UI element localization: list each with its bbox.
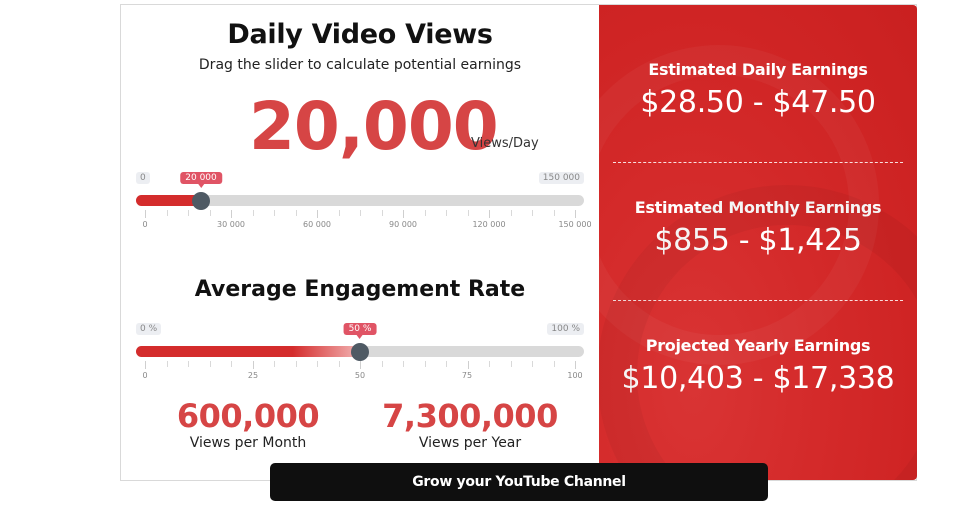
engagement-title: Average Engagement Rate: [194, 277, 526, 302]
tick-mark: [188, 361, 189, 367]
yearly-views-label: Views per Year: [418, 435, 522, 451]
daily-views-value: 20,000: [249, 88, 499, 165]
tick-mark: [381, 210, 383, 216]
daily-views-unit: Views/Day: [471, 136, 539, 151]
tick-mark: [575, 361, 576, 369]
yearly-earnings-value: $10,403 - $17,338: [621, 361, 895, 396]
tick-mark: [532, 361, 533, 367]
tick-mark: [231, 361, 232, 367]
tick-mark: [145, 361, 146, 369]
tick-mark: [381, 361, 383, 367]
yearly-earnings-label: Projected Yearly Earnings: [645, 336, 871, 355]
tick-mark: [467, 210, 469, 216]
slider-value-tooltip: 20 000: [180, 172, 222, 188]
tick-label: 25: [247, 371, 259, 380]
monthly-earnings-label: Estimated Monthly Earnings: [634, 198, 882, 217]
tick-mark: [510, 210, 512, 216]
slider-min-label: 0: [136, 172, 150, 184]
tick-mark: [553, 210, 555, 216]
tick-mark: [575, 210, 576, 218]
daily-earnings-label: Estimated Daily Earnings: [648, 60, 868, 79]
tick-mark: [338, 210, 340, 216]
tick-mark: [166, 361, 168, 367]
tick-mark: [446, 361, 447, 367]
slider-tick-labels: 0 25 50 75 100: [136, 371, 584, 383]
yearly-earnings: Projected Yearly Earnings $10,403 - $17,…: [599, 336, 917, 396]
tick-label: 0: [142, 220, 148, 229]
tick-mark: [166, 210, 168, 216]
tick-label: 60 000: [303, 220, 331, 229]
slider-max-label: 100 %: [547, 323, 584, 335]
tick-mark: [446, 210, 447, 216]
divider: [613, 300, 903, 301]
tick-label: 100: [567, 371, 583, 380]
divider: [613, 162, 903, 163]
monthly-earnings: Estimated Monthly Earnings $855 - $1,425: [599, 198, 917, 258]
monthly-views-value: 600,000: [176, 397, 320, 435]
tick-label: 50: [354, 371, 366, 380]
monthly-views-label: Views per Month: [189, 435, 307, 451]
tick-mark: [252, 361, 254, 369]
tick-mark: [188, 210, 189, 216]
calculator-panel: Daily Video Views Drag the slider to cal…: [121, 5, 599, 480]
tick-label: 30 000: [217, 220, 245, 229]
tick-mark: [424, 210, 426, 216]
tick-mark: [489, 361, 490, 367]
views-subtitle: Drag the slider to calculate potential e…: [198, 57, 522, 73]
tick-mark: [467, 361, 469, 369]
slider-ticks: [136, 361, 584, 369]
earnings-calculator-card: Daily Video Views Drag the slider to cal…: [120, 4, 917, 481]
tick-mark: [360, 361, 361, 369]
tick-label: 75: [461, 371, 473, 380]
tick-mark: [295, 210, 297, 216]
tick-mark: [274, 361, 275, 367]
daily-earnings-value: $28.50 - $47.50: [640, 85, 876, 120]
tick-mark: [424, 361, 426, 367]
earnings-panel: Estimated Daily Earnings $28.50 - $47.50…: [599, 5, 917, 480]
monthly-views-stat: 600,000 Views per Month: [148, 398, 348, 452]
slider-fill: [136, 195, 201, 206]
grow-channel-button[interactable]: Grow your YouTube Channel: [270, 463, 768, 501]
monthly-earnings-value: $855 - $1,425: [654, 223, 862, 258]
tick-label: 90 000: [389, 220, 417, 229]
tick-mark: [209, 210, 211, 216]
tick-mark: [510, 361, 512, 367]
tick-mark: [338, 361, 340, 367]
tick-mark: [489, 210, 490, 218]
tick-mark: [231, 210, 232, 218]
tick-mark: [274, 210, 275, 216]
slider-handle[interactable]: [192, 192, 210, 210]
tick-label: 150 000: [558, 220, 592, 229]
yearly-views-stat: 7,300,000 Views per Year: [370, 398, 570, 452]
tick-mark: [145, 210, 146, 218]
tick-mark: [209, 361, 211, 367]
tick-mark: [295, 361, 297, 367]
tick-label: 120 000: [472, 220, 506, 229]
tick-mark: [317, 361, 318, 367]
tick-mark: [252, 210, 254, 216]
tick-mark: [403, 210, 404, 218]
tick-label: 0: [142, 371, 148, 380]
tick-mark: [317, 210, 318, 218]
daily-earnings: Estimated Daily Earnings $28.50 - $47.50: [599, 60, 917, 120]
tick-mark: [532, 210, 533, 216]
slider-max-label: 150 000: [538, 172, 584, 184]
views-title: Daily Video Views: [227, 19, 493, 50]
slider-tick-labels: 0 30 000 60 000 90 000 120 000 150 000: [136, 220, 591, 232]
slider-ticks: [136, 210, 584, 218]
slider-handle[interactable]: [351, 343, 369, 361]
yearly-views-value: 7,300,000: [382, 397, 558, 435]
tick-mark: [553, 361, 555, 367]
slider-value-tooltip: 50 %: [343, 323, 377, 339]
tick-mark: [403, 361, 404, 367]
slider-min-label: 0 %: [136, 323, 162, 335]
slider-fill: [136, 346, 360, 357]
tick-mark: [360, 210, 361, 216]
slider-track[interactable]: [136, 195, 584, 206]
